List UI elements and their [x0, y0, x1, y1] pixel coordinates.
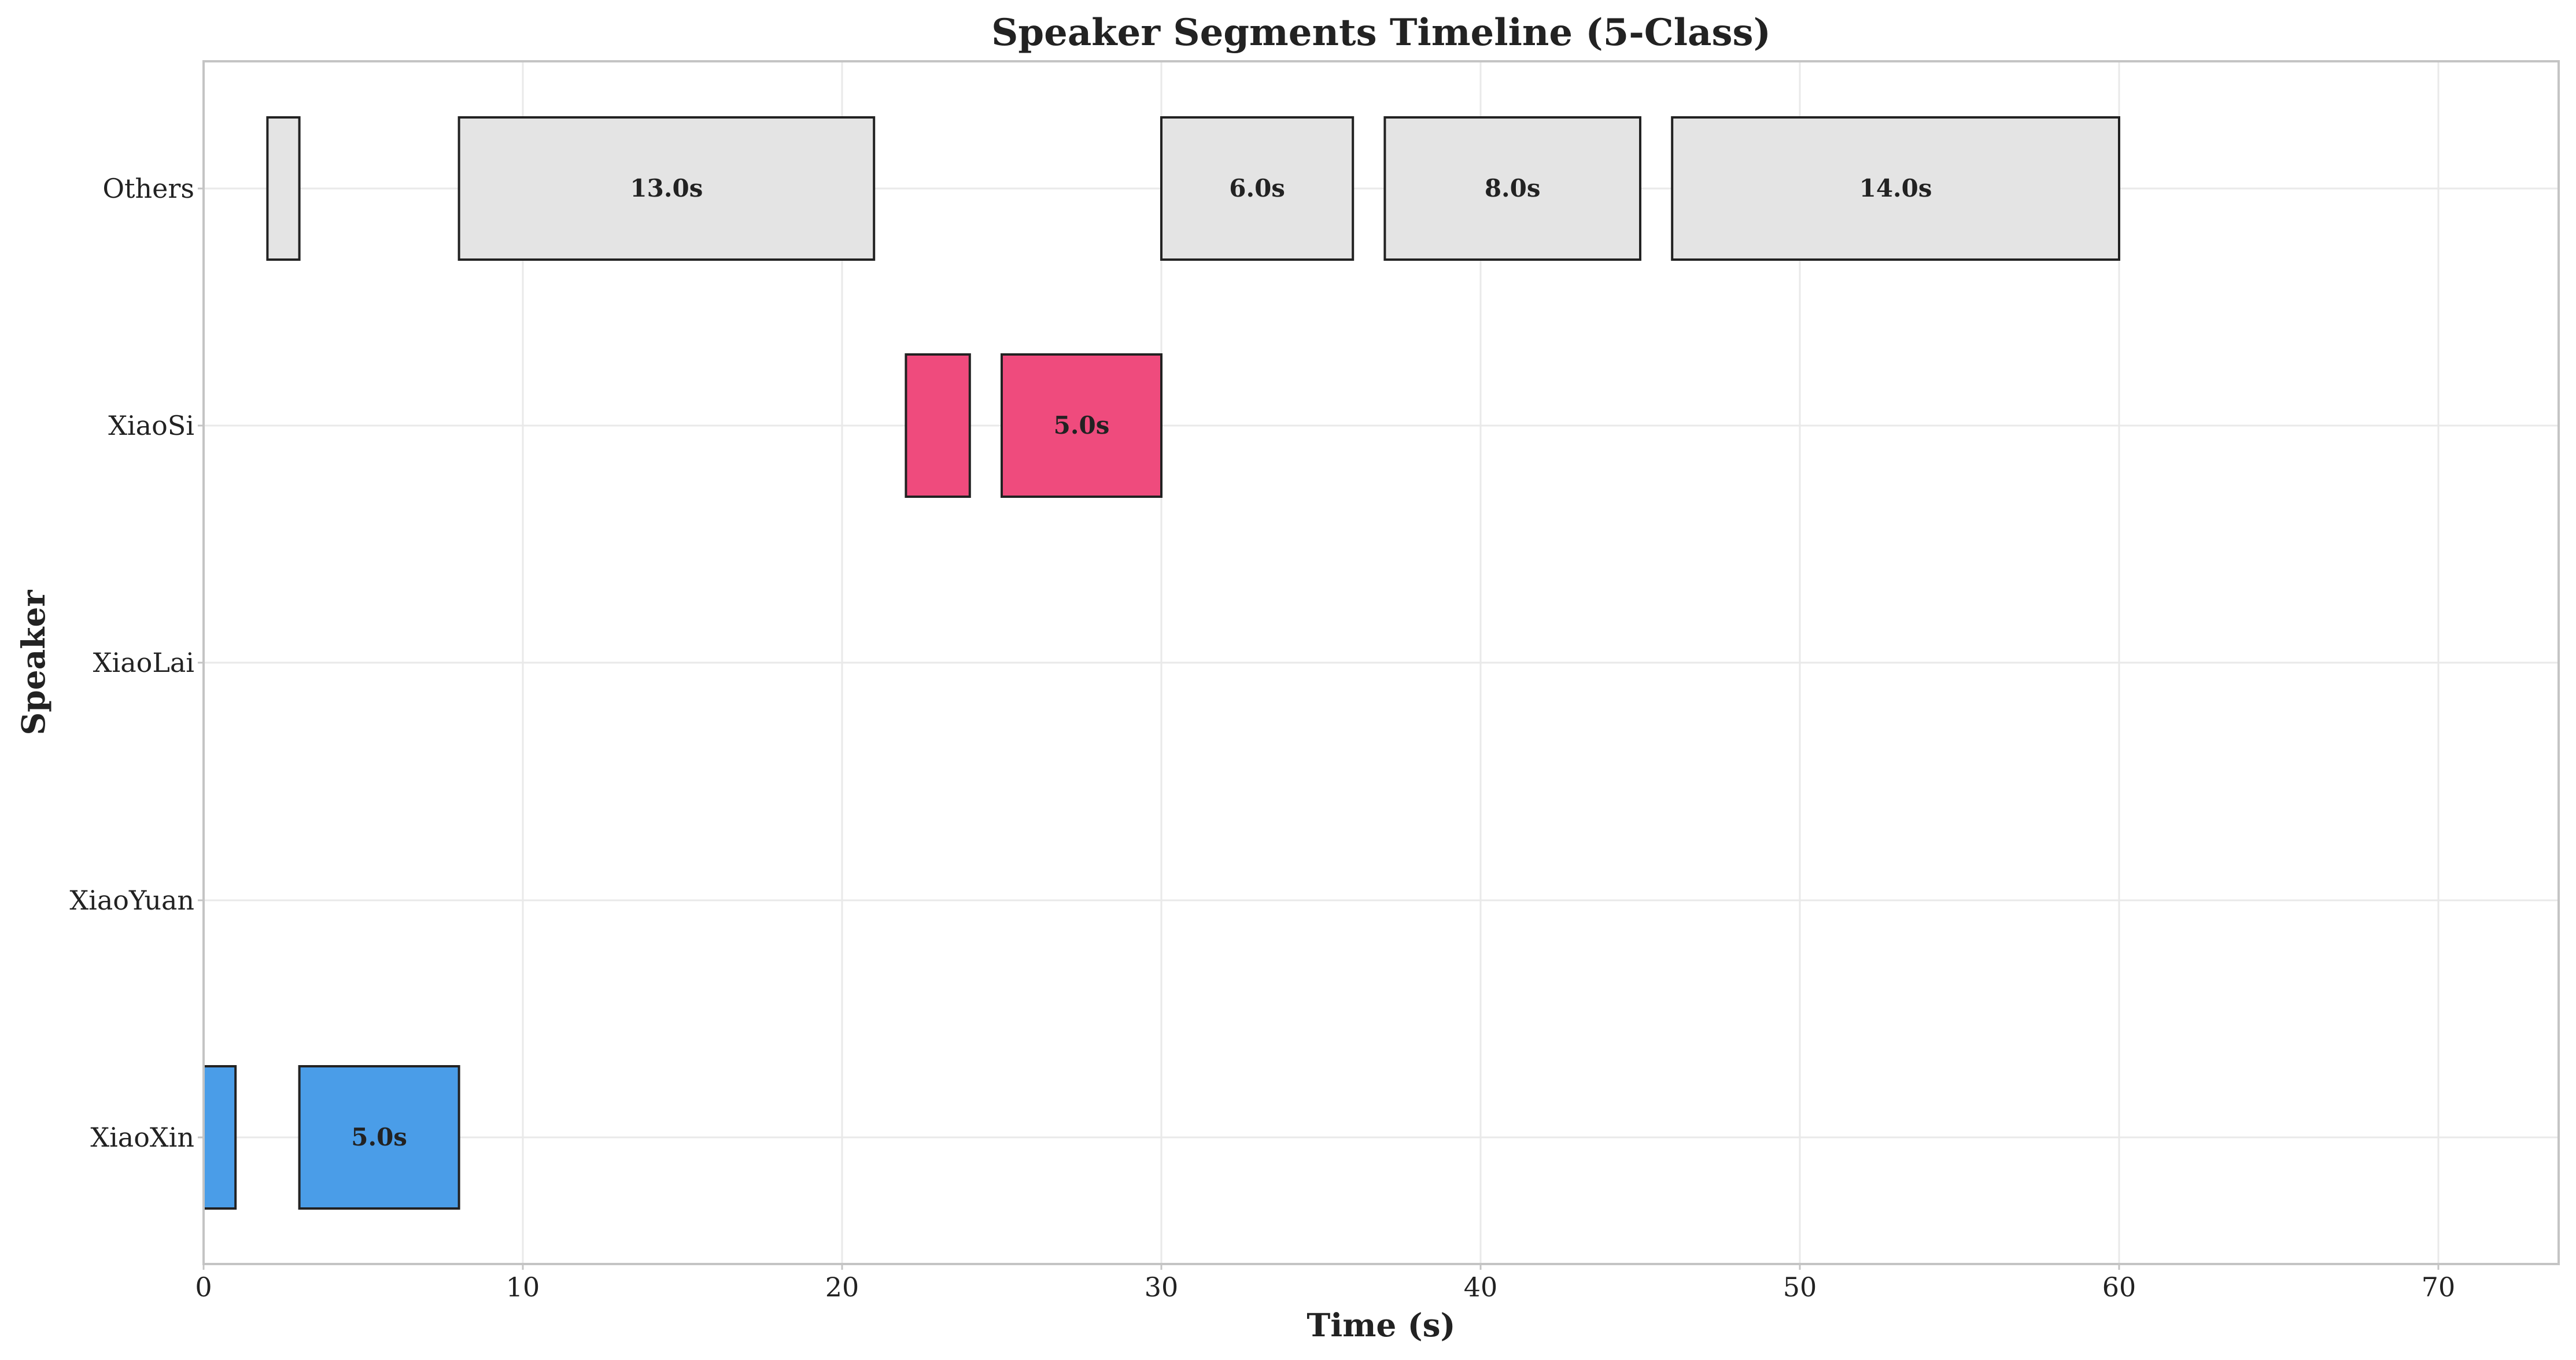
y-tick-label-xiaolai: XiaoLai	[93, 647, 194, 678]
segment-duration-label: 5.0s	[351, 1123, 407, 1151]
segment-duration-label: 8.0s	[1485, 174, 1541, 202]
y-tick-label-xiaosi: XiaoSi	[108, 410, 194, 441]
y-axis-label: Speaker	[14, 590, 52, 736]
segment-bars: 5.0s 5.0s 13.0s 6.0s 8.0s 14.0s	[202, 116, 2120, 1210]
x-tick-label: 50	[1783, 1272, 1817, 1303]
chart-title: Speaker Segments Timeline (5-Class)	[991, 11, 1771, 54]
x-tick-label: 10	[506, 1272, 540, 1303]
segment-duration-label: 14.0s	[1859, 174, 1932, 202]
y-tick-label-xiaoyuan: XiaoYuan	[69, 885, 194, 916]
segment-bar-others	[266, 116, 301, 261]
x-tick-label: 30	[1145, 1272, 1179, 1303]
y-tick-label-xiaoxin: XiaoXin	[90, 1122, 194, 1153]
segment-duration-label: 5.0s	[1054, 411, 1110, 439]
segment-bar-xiaosi	[905, 353, 971, 498]
segment-bar-others	[457, 116, 876, 261]
segment-bar-others	[1671, 116, 2120, 261]
y-tick-label-others: Others	[102, 173, 194, 204]
x-tick-label: 20	[825, 1272, 859, 1303]
segment-bar-others	[1383, 116, 1641, 261]
x-tick-label: 60	[2102, 1272, 2136, 1303]
x-tick-label: 0	[195, 1272, 212, 1303]
segment-bar-xiaosi	[1001, 353, 1162, 498]
axis-ticks: 0 10 20 30 40 50 60 70 XiaoXin XiaoYuan XiaoLai Xia…	[69, 173, 2455, 1303]
x-tick-label: 70	[2422, 1272, 2456, 1303]
segment-duration-label: 6.0s	[1229, 174, 1285, 202]
grid-lines	[202, 61, 2559, 1264]
segment-duration-label: 13.0s	[630, 174, 703, 202]
segment-bar-others	[1160, 116, 1355, 261]
segment-bar-xiaoxin	[298, 1065, 460, 1210]
x-axis-label: Time (s)	[1307, 1306, 1455, 1344]
segment-bar-xiaoxin	[202, 1065, 237, 1210]
x-tick-label: 40	[1464, 1272, 1498, 1303]
